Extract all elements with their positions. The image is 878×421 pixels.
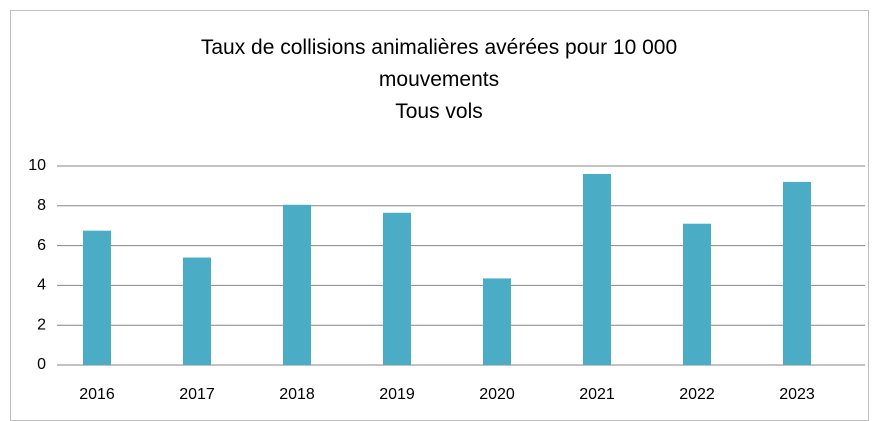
- y-tick-label: 2: [37, 316, 46, 333]
- x-tick-label: 2020: [479, 386, 515, 403]
- y-tick-label: 6: [37, 237, 46, 254]
- y-tick-label: 4: [37, 277, 46, 294]
- bar: [383, 212, 411, 365]
- bar: [83, 230, 111, 365]
- bar: [583, 173, 611, 365]
- bar: [283, 204, 311, 365]
- x-tick-label: 2022: [679, 386, 715, 403]
- bar: [183, 257, 211, 365]
- x-tick-label: 2019: [379, 386, 415, 403]
- x-tick-label: 2016: [79, 386, 115, 403]
- titles: Taux de collisions animalières avérées p…: [179, 32, 699, 128]
- x-tick-label: 2021: [579, 386, 615, 403]
- x-tick-label: 2017: [179, 386, 215, 403]
- chart-subtitle: Tous vols: [395, 100, 483, 123]
- x-tick-label: 2018: [279, 386, 315, 403]
- x-tick-label: 2023: [779, 386, 815, 403]
- chart-title: Taux de collisions animalières avérées p…: [200, 36, 678, 91]
- y-tick-label: 8: [37, 197, 46, 214]
- y-tick-label: 0: [37, 356, 46, 373]
- bar: [683, 223, 711, 365]
- y-tick-label: 10: [28, 157, 46, 174]
- bar: [483, 278, 511, 365]
- bar: [783, 181, 811, 365]
